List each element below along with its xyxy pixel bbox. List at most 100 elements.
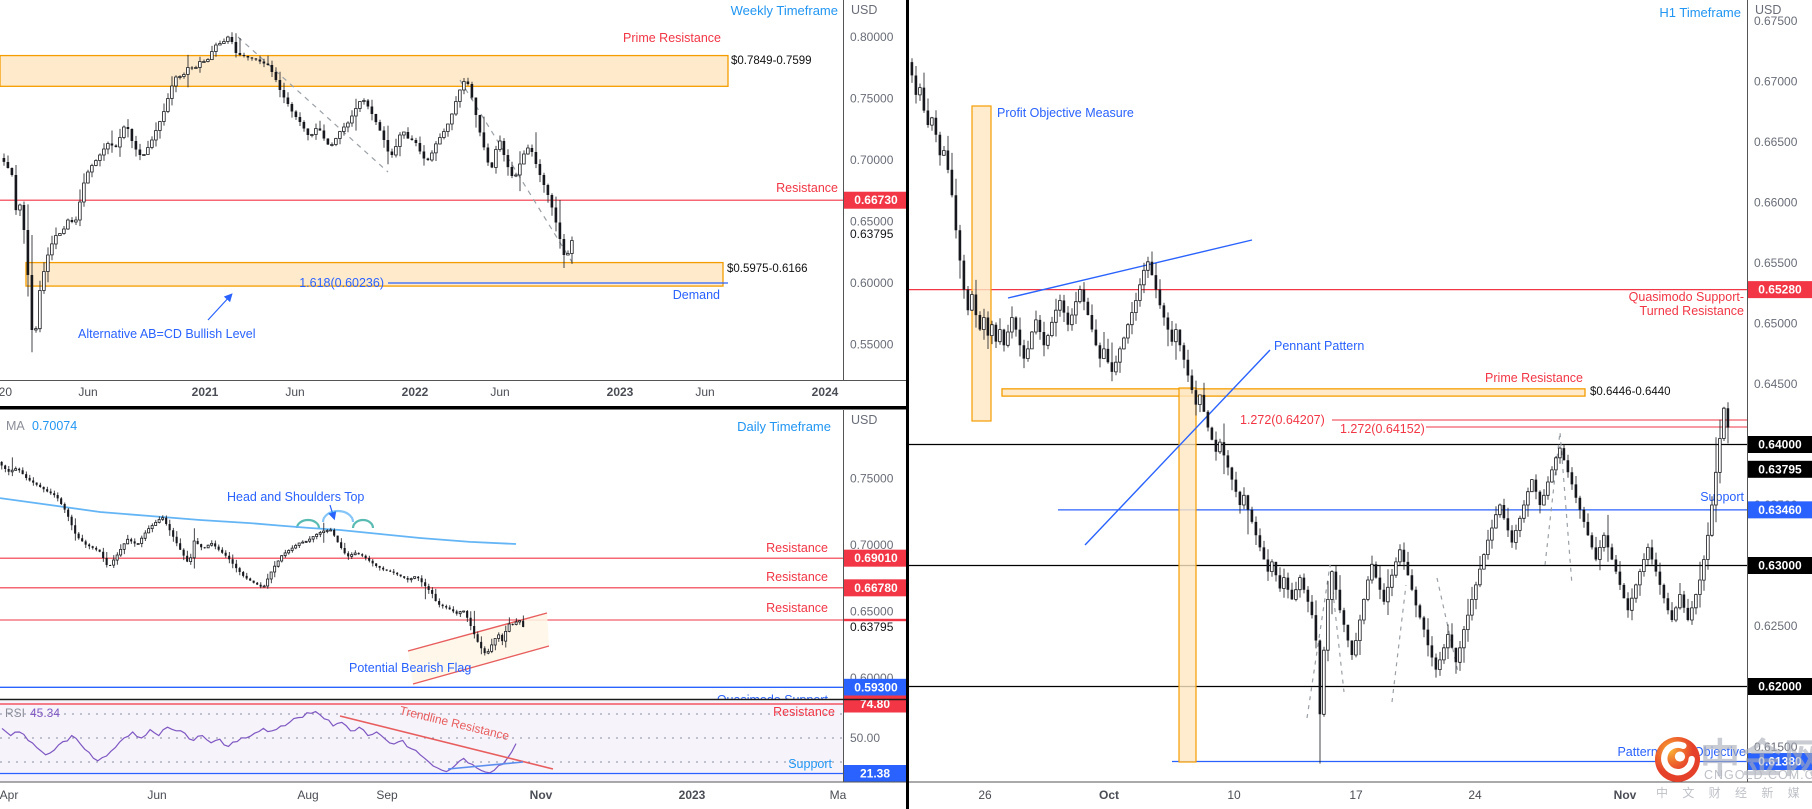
price-badge xyxy=(844,678,908,696)
profit-objective-measure-box[interactable] xyxy=(971,105,992,422)
dashed-projection-1[interactable] xyxy=(237,36,389,173)
price-tick: 0.65000 xyxy=(850,215,894,229)
abcd-label[interactable]: Alternative AB=CD Bullish Level xyxy=(78,327,256,341)
price-tick: 0.66000 xyxy=(1754,196,1798,210)
time-tick: 2022 xyxy=(402,385,429,399)
fib-1618-label[interactable]: 1.618(0.60236) xyxy=(299,276,384,290)
qml-label-line1[interactable]: Quasimodo Support- xyxy=(1629,290,1744,304)
daily-timeframe-title: Daily Timeframe xyxy=(737,419,831,434)
head-arc[interactable] xyxy=(321,509,355,523)
time-axis[interactable]: 26 Oct 10 17 24 Nov xyxy=(978,788,1636,802)
price-axis[interactable]: USD0.750000.700000.650000.600000.690100.… xyxy=(844,413,908,696)
price-tick: 0.65000 xyxy=(1754,317,1798,331)
price-tick: 0.65000 xyxy=(850,605,894,619)
fib-1272-label-2[interactable]: 1.272(0.64152) xyxy=(1340,422,1425,436)
time-tick: 10 xyxy=(1227,788,1241,802)
h1-drawings[interactable]: Quasimodo Support-Turned Resistance Suppo… xyxy=(909,105,1748,763)
axis-currency-label: USD xyxy=(851,413,877,427)
dashed-path-4[interactable] xyxy=(1544,431,1573,586)
prime-resistance-zone[interactable] xyxy=(0,54,729,87)
quasimodo-support-label[interactable]: Quasimodo Support xyxy=(717,693,829,707)
price-tick: 0.55000 xyxy=(850,338,894,352)
time-tick: Nov xyxy=(530,788,553,802)
time-axis[interactable]: Apr Jun Aug Sep Nov 2023 Ma xyxy=(0,788,847,802)
demand-label[interactable]: Demand xyxy=(673,288,720,302)
left-shoulder-arc[interactable] xyxy=(295,518,321,529)
ma-line[interactable] xyxy=(0,497,517,545)
rsi-line[interactable] xyxy=(1,710,517,774)
pennant-pattern-label[interactable]: Pennant Pattern xyxy=(1274,339,1364,353)
dashed-path-1[interactable] xyxy=(1306,564,1345,719)
rsi-axis[interactable]: 74.80 50.00 21.38 xyxy=(844,695,908,783)
demand-zone-price-label[interactable]: $0.5975-0.6166 xyxy=(727,263,808,275)
bear-flag-fill xyxy=(408,613,549,684)
prime-zone-price-label[interactable]: $0.7849-0.7599 xyxy=(731,55,812,67)
price-badge xyxy=(1748,501,1812,519)
dashed-path-2[interactable] xyxy=(1391,584,1407,703)
weekly-resistance-label[interactable]: Resistance xyxy=(776,181,838,195)
profit-objective-measure-label[interactable]: Profit Objective Measure xyxy=(997,106,1134,120)
head-shoulders-label[interactable]: Head and Shoulders Top xyxy=(227,490,364,504)
demand-zone[interactable] xyxy=(25,261,724,287)
price-tick: 0.80000 xyxy=(850,30,894,44)
band-price-label[interactable]: $0.6446-0.6440 xyxy=(1590,386,1671,398)
daily-resistance-2-label[interactable]: Resistance xyxy=(766,570,828,584)
abcd-arrow[interactable] xyxy=(207,293,233,321)
fib-1272-label-1[interactable]: 1.272(0.64207) xyxy=(1240,413,1325,427)
price-tick: 0.75000 xyxy=(850,92,894,106)
weekly-pane[interactable]: Prime Resistance $0.7849-0.7599 Resistance… xyxy=(0,3,843,353)
h1-pane[interactable]: H1 Timeframe xyxy=(910,5,1741,764)
bear-flag-lower-line[interactable] xyxy=(412,645,550,685)
time-axis[interactable]: 020 Jun 2021 Jun 2022 Jun 2023 Jun 2024 xyxy=(0,385,839,399)
current-price-label: 0.63795 xyxy=(850,227,894,241)
price-tick: 0.61500 xyxy=(1754,740,1798,754)
time-tick: Ma xyxy=(830,788,847,802)
rsi-value: 45.34 xyxy=(30,706,60,720)
price-axis[interactable]: USD 0.80000 0.75000 0.70000 0.65000 0.60000 0.… xyxy=(844,3,908,352)
weekly-timeframe-title: Weekly Timeframe xyxy=(731,3,838,18)
price-tick: 0.70000 xyxy=(850,538,894,552)
axis-currency-label: USD xyxy=(851,3,877,17)
qml-label-line2[interactable]: Turned Resistance xyxy=(1640,304,1744,318)
rsi-mini-support-line[interactable] xyxy=(447,761,524,770)
price-badge-label: 0.66780 xyxy=(854,581,898,595)
rsi-label: RSI xyxy=(5,706,25,720)
pennant-upper-line[interactable] xyxy=(1007,239,1253,299)
dashed-path-3[interactable] xyxy=(1436,577,1459,673)
right-shoulder-arc[interactable] xyxy=(351,518,375,529)
pattern-objective-label[interactable]: Pattern Profit Objective xyxy=(1617,745,1746,759)
time-tick: 2023 xyxy=(679,788,706,802)
daily-resistance-3-label[interactable]: Resistance xyxy=(766,601,828,615)
price-tick: 0.66500 xyxy=(1754,135,1798,149)
h1-prime-resistance-label[interactable]: Prime Resistance xyxy=(1485,371,1583,385)
price-badge-label: 0.66730 xyxy=(854,193,898,207)
prime-resistance-band[interactable] xyxy=(1001,388,1586,397)
price-badge xyxy=(1748,281,1812,299)
price-badge xyxy=(1748,557,1812,574)
daily-pane[interactable]: Resistance Resistance Resistance Potential … xyxy=(0,419,843,707)
rsi-trendline-resistance[interactable] xyxy=(339,715,554,770)
up-candles xyxy=(918,87,1726,715)
rsi-support-label[interactable]: Support xyxy=(788,757,832,771)
time-tick: Sep xyxy=(376,788,398,802)
price-badge xyxy=(1748,460,1812,478)
candle-wicks xyxy=(1,457,524,656)
support-label[interactable]: Support xyxy=(1700,490,1744,504)
down-candles xyxy=(2,37,566,330)
time-tick: 2024 xyxy=(812,385,839,399)
time-tick: Oct xyxy=(1099,788,1119,802)
price-badge xyxy=(1748,678,1812,695)
time-tick: Apr xyxy=(0,788,18,802)
time-tick: 24 xyxy=(1468,788,1482,802)
daily-resistance-1-label[interactable]: Resistance xyxy=(766,541,828,555)
rsi-resistance-label[interactable]: Resistance xyxy=(773,705,835,719)
prime-resistance-label[interactable]: Prime Resistance xyxy=(623,31,721,45)
bear-flag-label[interactable]: Potential Bearish Flag xyxy=(349,661,471,675)
pattern-measure-box[interactable] xyxy=(1178,387,1197,763)
pennant-lower-line[interactable] xyxy=(1084,349,1271,546)
price-badge-label: 0.61380 xyxy=(1758,755,1802,769)
